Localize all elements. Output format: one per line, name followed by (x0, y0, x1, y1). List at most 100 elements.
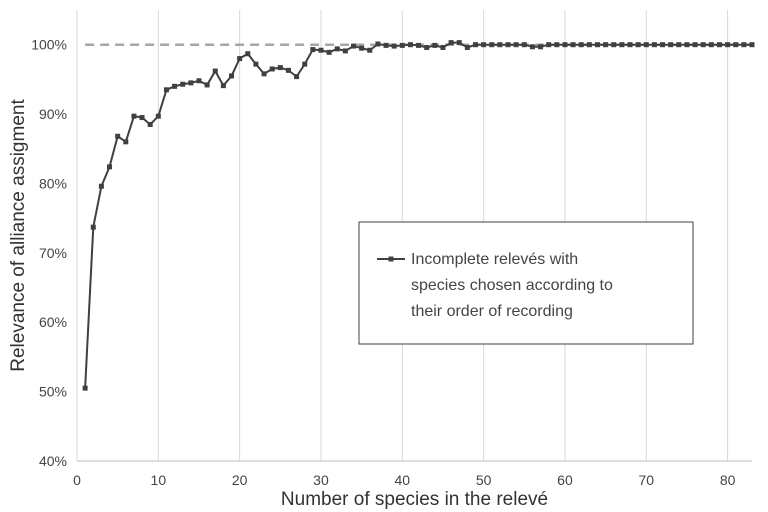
data-point (562, 42, 568, 48)
data-point (635, 42, 641, 48)
data-point (725, 42, 731, 48)
data-point (237, 56, 243, 62)
data-point (456, 40, 462, 46)
data-point (668, 42, 674, 48)
y-axis-title: Relevance of alliance assigment (8, 99, 29, 372)
data-point (196, 78, 202, 84)
data-point (375, 41, 381, 47)
data-point (489, 42, 495, 48)
data-point (407, 42, 413, 48)
legend-box (358, 221, 694, 345)
data-point (131, 113, 137, 119)
data-point (749, 42, 755, 48)
data-point (660, 42, 666, 48)
x-tick-label: 10 (151, 472, 167, 488)
data-point (700, 42, 706, 48)
x-tick-label: 40 (395, 472, 411, 488)
data-point (163, 87, 169, 93)
data-point (155, 113, 161, 119)
data-point (310, 47, 316, 53)
legend-marker (388, 256, 394, 262)
y-tick-label: 70% (39, 245, 67, 261)
x-tick-label: 50 (476, 472, 492, 488)
data-point (619, 42, 625, 48)
data-point (204, 82, 210, 88)
data-point (627, 42, 633, 48)
series-group (82, 40, 755, 391)
data-point (245, 51, 251, 57)
legend-label-line: Incomplete relevés with (411, 251, 578, 268)
y-tick-label: 90% (39, 106, 67, 122)
legend-label-line: their order of recording (411, 303, 573, 320)
x-axis-title: Number of species in the relevé (281, 489, 548, 510)
data-point (172, 83, 178, 89)
data-point (497, 42, 503, 48)
y-tick-label: 100% (31, 37, 67, 53)
data-point (334, 46, 340, 52)
data-point (147, 121, 153, 127)
data-point (188, 80, 194, 86)
data-point (351, 43, 357, 49)
data-point (90, 224, 96, 230)
data-point (578, 42, 584, 48)
data-point (440, 44, 446, 50)
x-tick-label: 80 (720, 472, 736, 488)
data-point (733, 42, 739, 48)
data-point (342, 48, 348, 54)
data-point (546, 42, 552, 48)
data-point (391, 43, 397, 49)
y-tick-label: 40% (39, 453, 67, 469)
x-tick-labels: 0 10 20 30 40 50 60 70 80 (73, 472, 735, 488)
y-tick-labels: 40% 50% 60% 70% 80% 90% 100% (31, 37, 67, 469)
y-tick-label: 50% (39, 384, 67, 400)
x-tick-label: 20 (232, 472, 248, 488)
data-point (521, 42, 527, 48)
data-point (220, 83, 226, 89)
data-point (472, 42, 478, 48)
data-point (98, 183, 104, 189)
data-point (505, 42, 511, 48)
data-point (82, 385, 88, 391)
data-point (741, 42, 747, 48)
data-point (261, 71, 267, 77)
x-tick-label: 0 (73, 472, 81, 488)
data-point (481, 42, 487, 48)
data-point (107, 164, 113, 170)
data-point (586, 42, 592, 48)
data-point (603, 42, 609, 48)
data-point (212, 68, 218, 74)
data-point (594, 42, 600, 48)
data-point (383, 42, 389, 48)
data-point (367, 47, 373, 53)
y-tick-label: 80% (39, 175, 67, 191)
data-point (318, 47, 324, 53)
data-point (416, 42, 422, 48)
data-point (432, 42, 438, 48)
legend: Incomplete relevés with species chosen ac… (358, 221, 694, 345)
data-point (464, 44, 470, 50)
data-point (285, 67, 291, 73)
data-point (326, 49, 332, 55)
data-point (139, 115, 145, 121)
data-point (399, 42, 405, 48)
data-point (448, 40, 454, 46)
data-point (359, 45, 365, 51)
data-point (570, 42, 576, 48)
data-point (424, 44, 430, 50)
data-point (529, 44, 535, 50)
data-point (643, 42, 649, 48)
data-point (115, 133, 121, 139)
data-point (611, 42, 617, 48)
data-point (554, 42, 560, 48)
data-point (229, 73, 235, 79)
data-point (708, 42, 714, 48)
data-point (269, 66, 275, 72)
x-tick-label: 70 (638, 472, 654, 488)
data-point (684, 42, 690, 48)
data-point (513, 42, 519, 48)
data-point (123, 139, 129, 145)
legend-label-line: species chosen according to (411, 277, 613, 294)
data-point (676, 42, 682, 48)
data-point (294, 74, 300, 80)
